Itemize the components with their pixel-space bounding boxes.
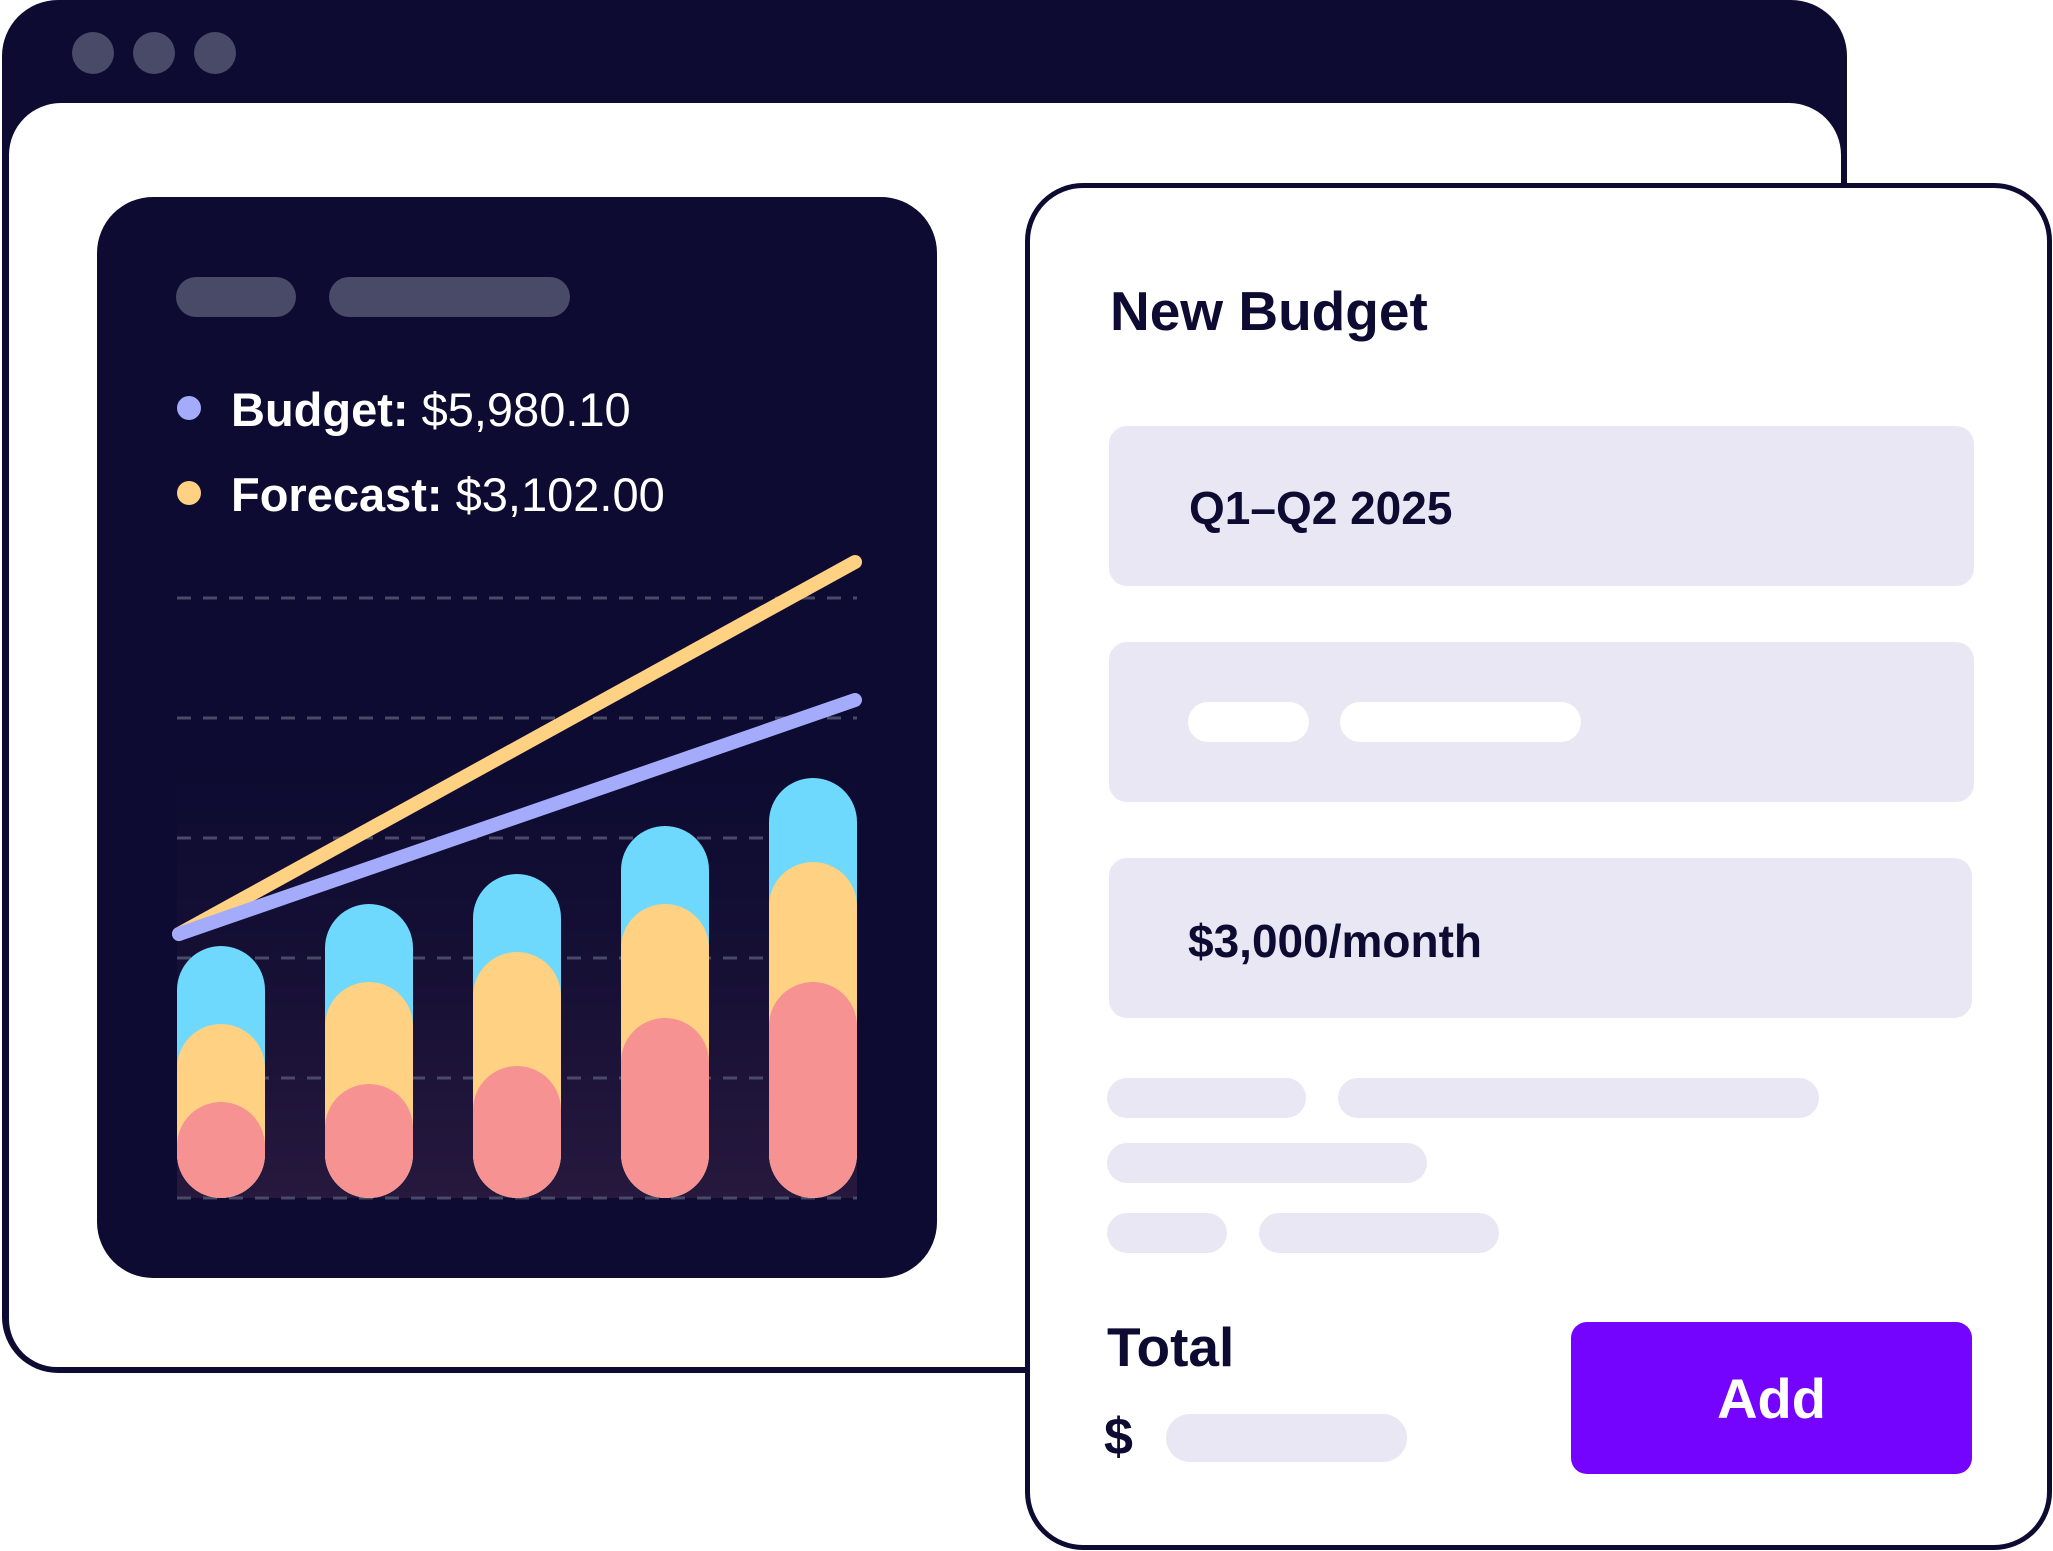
trend-line (172, 693, 862, 941)
placeholder-pill (1107, 1143, 1427, 1183)
period-field[interactable]: Q1–Q2 2025 (1109, 426, 1974, 586)
placeholder-pill (1338, 1078, 1819, 1118)
placeholder-pill (176, 277, 296, 317)
legend-item-budget: Budget: $5,980.10 (231, 386, 631, 433)
chart-card: Budget: $5,980.10 Forecast: $3,102.00 (97, 197, 937, 1278)
placeholder-pill (1340, 702, 1581, 742)
legend-dot-budget-icon (177, 396, 201, 420)
legend-value: $3,102.00 (455, 468, 665, 521)
form-title: New Budget (1110, 280, 1428, 342)
bar-segment (177, 1102, 265, 1198)
placeholder-pill (1259, 1213, 1499, 1253)
legend-label: Forecast: (231, 468, 443, 521)
add-button[interactable]: Add (1571, 1322, 1972, 1474)
placeholder-pill (1107, 1213, 1227, 1253)
total-label: Total (1107, 1316, 1235, 1378)
bar-segment (473, 1066, 561, 1198)
bar-line-chart (172, 555, 862, 1200)
currency-symbol: $ (1104, 1408, 1133, 1466)
legend-dot-forecast-icon (177, 481, 201, 505)
category-field[interactable] (1109, 642, 1974, 802)
legend-value: $5,980.10 (421, 383, 631, 436)
legend-item-forecast: Forecast: $3,102.00 (231, 471, 665, 518)
placeholder-pill (1107, 1078, 1306, 1118)
amount-field[interactable]: $3,000/month (1109, 858, 1972, 1018)
window-dot-icon (72, 32, 114, 74)
total-amount-input[interactable] (1166, 1414, 1407, 1462)
bar-segment (325, 1084, 413, 1198)
period-field-value: Q1–Q2 2025 (1189, 482, 1453, 534)
amount-field-value: $3,000/month (1188, 915, 1482, 967)
trend-line (172, 555, 862, 941)
placeholder-pill (329, 277, 570, 317)
legend-label: Budget: (231, 383, 409, 436)
window-dot-icon (133, 32, 175, 74)
placeholder-pill (1188, 702, 1309, 742)
window-dot-icon (194, 32, 236, 74)
bar-segment (769, 982, 857, 1198)
bar-segment (621, 1018, 709, 1198)
